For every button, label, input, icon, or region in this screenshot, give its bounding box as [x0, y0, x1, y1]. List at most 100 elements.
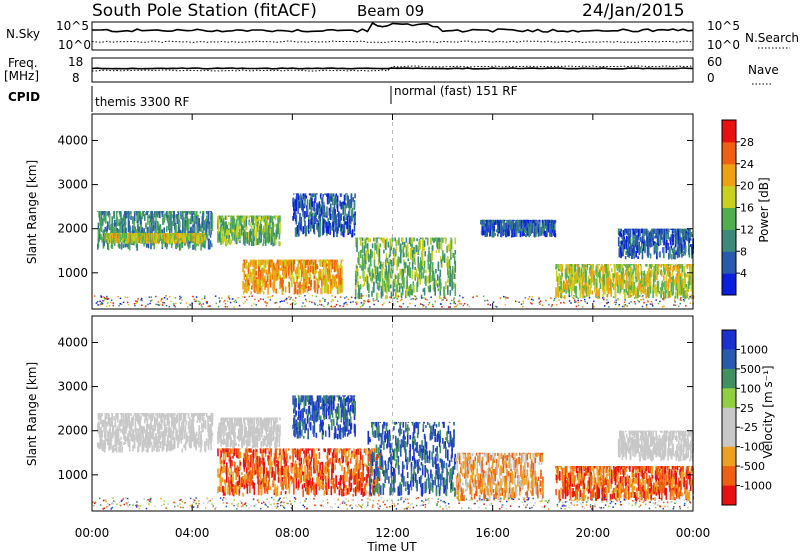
- heatmap-cell: [323, 205, 326, 218]
- heatmap-cell: [527, 219, 530, 224]
- heatmap-cell: [258, 230, 261, 240]
- heatmap-cell: [359, 306, 362, 308]
- heatmap-cell: [381, 287, 384, 297]
- heatmap-cell: [667, 267, 669, 277]
- heatmap-cell: [624, 304, 627, 306]
- heatmap-cell: [418, 262, 420, 271]
- heatmap-cell: [362, 284, 364, 288]
- heatmap-cell: [97, 237, 100, 248]
- heatmap-cell: [374, 237, 376, 243]
- heatmap-cell: [326, 278, 328, 286]
- heatmap-cell: [683, 243, 685, 251]
- heatmap-cell: [632, 274, 634, 285]
- heatmap-cell: [661, 264, 663, 266]
- heatmap-cell: [255, 217, 257, 227]
- heatmap-cell: [631, 272, 634, 277]
- heatmap-cell: [362, 295, 364, 297]
- heatmap-cell: [120, 413, 123, 419]
- heatmap-cell: [414, 266, 416, 271]
- heatmap-cell: [624, 228, 627, 230]
- heatmap-cell: [602, 265, 604, 278]
- heatmap-cell: [264, 301, 266, 303]
- heatmap-cell: [275, 301, 278, 304]
- heatmap-cell: [447, 262, 449, 275]
- heatmap-cell: [524, 297, 527, 299]
- heatmap-cell: [654, 285, 656, 294]
- heatmap-cell: [686, 264, 689, 270]
- heatmap-cell: [619, 247, 622, 252]
- heatmap-cell: [124, 435, 127, 444]
- heatmap-band: [292, 193, 356, 238]
- heatmap-cell: [314, 193, 317, 199]
- heatmap-cell: [371, 250, 373, 258]
- heatmap-cell: [160, 413, 163, 425]
- heatmap-cell: [148, 413, 150, 420]
- heatmap-cell: [295, 271, 298, 278]
- heatmap-cell: [197, 413, 200, 421]
- heatmap-cell: [180, 211, 183, 213]
- heatmap-cell: [155, 303, 157, 306]
- heatmap-cell: [133, 303, 136, 305]
- heatmap-cell: [207, 211, 210, 221]
- heatmap-cell: [244, 259, 247, 261]
- heatmap-cell: [222, 220, 225, 233]
- heatmap-cell: [205, 226, 208, 238]
- heatmap-cell: [339, 296, 342, 298]
- heatmap-cell: [505, 296, 508, 299]
- heatmap-cell: [97, 211, 99, 213]
- heatmap-cell: [125, 212, 128, 219]
- heatmap-cell: [493, 225, 495, 232]
- heatmap-cell: [140, 425, 143, 434]
- heatmap-cell: [623, 301, 626, 303]
- heatmap-cell: [211, 213, 214, 225]
- heatmap-cell: [253, 273, 256, 284]
- heatmap-cell: [222, 301, 225, 303]
- heatmap-cell: [339, 267, 342, 278]
- heatmap-cell: [463, 302, 466, 305]
- heatmap-cell: [400, 284, 403, 289]
- heatmap-cell: [651, 305, 654, 307]
- heatmap-cell: [542, 219, 545, 221]
- heatmap-cell: [327, 217, 329, 227]
- heatmap-cell: [323, 265, 325, 275]
- heatmap-cell: [311, 201, 314, 208]
- heatmap-cell: [133, 211, 136, 214]
- heatmap-cell: [638, 241, 641, 252]
- heatmap-cell: [321, 269, 323, 279]
- heatmap-cell: [689, 228, 691, 238]
- heatmap-cell: [431, 262, 434, 269]
- heatmap-cell: [579, 288, 582, 298]
- heatmap-cell: [303, 271, 305, 283]
- heatmap-cell: [105, 422, 107, 434]
- heatmap-cell: [674, 296, 677, 298]
- heatmap-cell: [397, 295, 400, 298]
- heatmap-cell: [443, 296, 445, 299]
- heatmap-cell: [108, 212, 111, 218]
- heatmap-cell: [672, 266, 674, 272]
- heatmap-cell: [680, 237, 683, 244]
- heatmap-cell: [680, 228, 683, 234]
- heatmap-cell: [272, 287, 275, 293]
- heatmap-cell: [281, 300, 283, 302]
- heatmap-cell: [292, 302, 294, 304]
- heatmap-cell: [105, 297, 107, 300]
- heatmap-cell: [659, 251, 661, 258]
- heatmap-cell: [231, 298, 234, 300]
- heatmap-cell: [541, 222, 544, 234]
- heatmap-cell: [613, 273, 616, 278]
- heatmap-cell: [660, 264, 662, 268]
- heatmap-cell: [203, 297, 206, 299]
- heatmap-cell: [297, 282, 299, 286]
- heatmap-cell: [539, 219, 541, 223]
- heatmap-cell: [674, 304, 677, 306]
- heatmap-cell: [319, 260, 322, 267]
- heatmap-cell: [314, 303, 316, 306]
- heatmap-cell: [332, 207, 334, 211]
- heatmap-cell: [682, 229, 684, 235]
- heatmap-cell: [320, 304, 323, 306]
- heatmap-cell: [162, 297, 164, 300]
- heatmap-cell: [329, 282, 332, 294]
- heatmap-cell: [340, 213, 343, 221]
- heatmap-cell: [671, 242, 673, 246]
